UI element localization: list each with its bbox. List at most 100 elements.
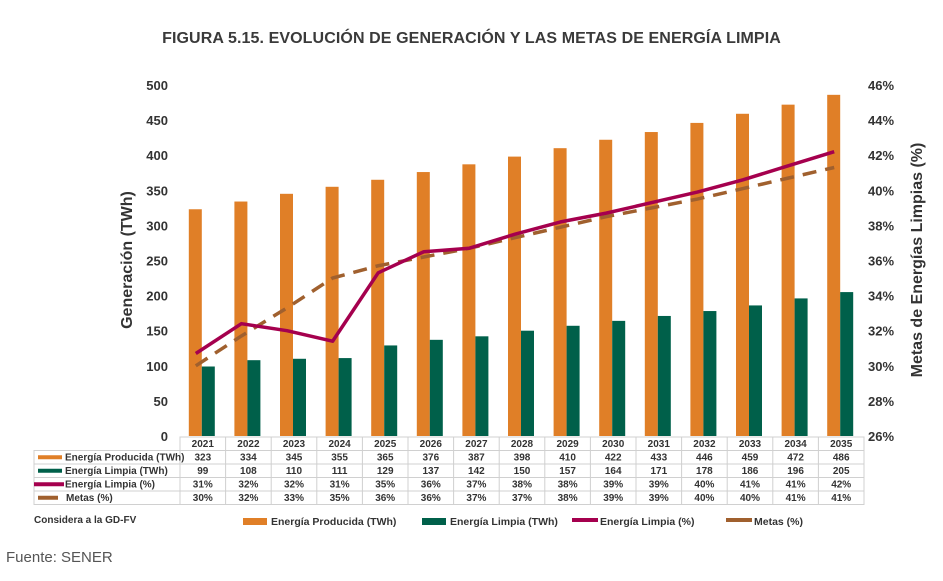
table-year-label: 2034 bbox=[784, 439, 807, 450]
table-cell: 99 bbox=[197, 466, 209, 477]
table-row-label: Metas (%) bbox=[66, 493, 113, 504]
table-year-label: 2035 bbox=[830, 439, 853, 450]
y2-tick-label: 36% bbox=[868, 254, 894, 269]
table-cell: 41% bbox=[831, 493, 851, 504]
y-tick-label: 200 bbox=[146, 289, 168, 304]
table-cell: 33% bbox=[284, 493, 304, 504]
y2-tick-label: 40% bbox=[868, 183, 894, 198]
table-cell: 410 bbox=[559, 453, 576, 464]
source-label: Fuente: SENER bbox=[6, 549, 113, 566]
chart-note: Considera a la GD-FV bbox=[34, 515, 137, 526]
bar-energia-limpia bbox=[612, 320, 626, 436]
table-year-label: 2022 bbox=[237, 439, 260, 450]
table-cell: 39% bbox=[603, 493, 623, 504]
table-cell: 38% bbox=[558, 493, 578, 504]
legend-label: Metas (%) bbox=[754, 516, 803, 528]
bar-energia-limpia bbox=[475, 336, 489, 436]
bar-energia-limpia bbox=[566, 325, 580, 436]
table-cell: 110 bbox=[286, 466, 303, 477]
bar-energia-producida bbox=[599, 139, 613, 437]
y2-tick-label: 28% bbox=[868, 394, 894, 409]
table-cell: 40% bbox=[694, 480, 714, 491]
table-cell: 355 bbox=[331, 453, 348, 464]
table-year-label: 2033 bbox=[739, 439, 762, 450]
table-row-label: Energía Limpia (TWh) bbox=[65, 466, 168, 477]
table-cell: 345 bbox=[286, 453, 303, 464]
bar-energia-producida bbox=[280, 193, 293, 436]
bar-energia-limpia bbox=[794, 298, 808, 436]
table-cell: 186 bbox=[742, 466, 759, 477]
y-tick-label: 150 bbox=[146, 324, 168, 339]
y2-tick-label: 32% bbox=[868, 324, 894, 339]
bar-energia-limpia bbox=[338, 358, 352, 436]
bar-energia-limpia bbox=[840, 292, 854, 436]
table-cell: 422 bbox=[605, 453, 622, 464]
table-cell: 42% bbox=[831, 480, 851, 491]
table-cell: 150 bbox=[514, 466, 531, 477]
table-cell: 37% bbox=[512, 493, 532, 504]
table-cell: 40% bbox=[740, 493, 760, 504]
table-cell: 41% bbox=[740, 480, 760, 491]
table-cell: 486 bbox=[833, 453, 850, 464]
table-cell: 38% bbox=[558, 480, 578, 491]
bar-energia-producida bbox=[736, 113, 749, 437]
legend-swatch bbox=[422, 518, 446, 525]
y2-tick-label: 34% bbox=[868, 289, 894, 304]
y2-axis-title: Metas de Energías Limpias (%) bbox=[909, 143, 926, 378]
y-tick-label: 300 bbox=[146, 218, 168, 233]
table-cell: 459 bbox=[742, 453, 759, 464]
table-cell: 142 bbox=[468, 466, 485, 477]
table-cell: 137 bbox=[422, 466, 439, 477]
y-tick-label: 0 bbox=[161, 429, 168, 444]
bar-energia-limpia bbox=[703, 311, 717, 436]
bar-energia-producida bbox=[371, 179, 385, 436]
legend-swatch bbox=[726, 518, 752, 522]
table-cell: 30% bbox=[193, 493, 213, 504]
legend-swatch bbox=[243, 518, 267, 525]
y2-tick-label: 38% bbox=[868, 218, 894, 233]
y-axis-title: Generación (TWh) bbox=[119, 191, 136, 329]
table-cell: 36% bbox=[375, 493, 395, 504]
table-cell: 31% bbox=[193, 480, 213, 491]
table-cell: 35% bbox=[375, 480, 395, 491]
table-cell: 35% bbox=[330, 493, 350, 504]
bar-energia-producida bbox=[781, 104, 795, 436]
bar-energia-limpia bbox=[749, 305, 762, 436]
table-cell: 365 bbox=[377, 453, 394, 464]
table-year-label: 2026 bbox=[420, 439, 443, 450]
y-tick-label: 400 bbox=[146, 148, 168, 163]
table-row-label: Energía Limpia (%) bbox=[65, 480, 155, 491]
y2-tick-label: 46% bbox=[868, 78, 894, 93]
bar-energia-producida bbox=[234, 201, 248, 436]
table-year-label: 2031 bbox=[648, 439, 671, 450]
table-year-label: 2023 bbox=[283, 439, 306, 450]
table-cell: 41% bbox=[786, 480, 806, 491]
legend-swatch bbox=[572, 518, 598, 522]
table-legend-swatch bbox=[34, 482, 64, 487]
chart-title: FIGURA 5.15. EVOLUCIÓN DE GENERACIÓN Y L… bbox=[162, 30, 781, 47]
table-cell: 36% bbox=[421, 480, 441, 491]
table-cell: 334 bbox=[240, 453, 257, 464]
table-cell: 178 bbox=[696, 466, 713, 477]
table-cell: 39% bbox=[603, 480, 623, 491]
table-cell: 164 bbox=[605, 466, 622, 477]
table-cell: 32% bbox=[284, 480, 304, 491]
table-cell: 36% bbox=[421, 493, 441, 504]
table-year-label: 2025 bbox=[374, 439, 397, 450]
line-energia-limpia-pct bbox=[194, 150, 835, 355]
table-cell: 157 bbox=[559, 466, 576, 477]
table-cell: 37% bbox=[466, 493, 486, 504]
table-cell: 32% bbox=[238, 493, 258, 504]
table-year-label: 2029 bbox=[556, 439, 579, 450]
bar-energia-producida bbox=[416, 172, 430, 436]
table-cell: 39% bbox=[649, 480, 669, 491]
bar-energia-producida bbox=[644, 132, 658, 436]
bar-energia-producida bbox=[508, 156, 521, 436]
y2-tick-label: 30% bbox=[868, 359, 894, 374]
bar-energia-producida bbox=[325, 186, 339, 436]
table-year-label: 2028 bbox=[511, 439, 534, 450]
y-tick-label: 250 bbox=[146, 254, 168, 269]
table-cell: 39% bbox=[649, 493, 669, 504]
table-cell: 108 bbox=[240, 466, 257, 477]
